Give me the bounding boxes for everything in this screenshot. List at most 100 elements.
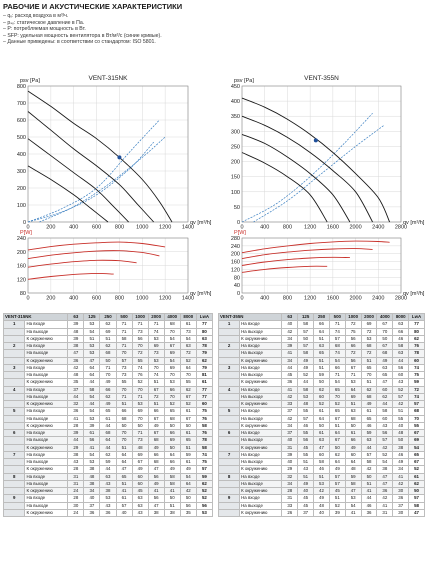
table-mode-cell [2, 370, 26, 380]
table-value-cell: 44 [376, 399, 394, 409]
table-value-cell: 40 [297, 486, 315, 496]
y-tick-label: 300 [231, 129, 240, 135]
table-label-cell: На входе [24, 363, 69, 373]
table-column-header: 63 [67, 312, 85, 322]
table-value-cell: 70 [99, 370, 117, 380]
table-value-cell: 65 [360, 414, 378, 423]
table-value-cell: 37 [83, 501, 101, 510]
table-value-cell: 62 [99, 341, 117, 351]
table-value-cell: 54 [83, 392, 101, 402]
table-value-cell: 53 [83, 320, 101, 329]
table-label-cell: К окружению [24, 399, 69, 409]
table-value-cell: 39 [67, 320, 85, 329]
table-value-cell: 48 [67, 370, 85, 380]
table-value-cell: 60 [376, 414, 394, 423]
table-value-cell: 71 [328, 370, 346, 380]
table-value-cell: 71 [115, 341, 133, 351]
table-value-cell: 75 [408, 370, 425, 380]
table-value-cell: 61 [313, 407, 330, 416]
table-mode-cell: 7 [217, 450, 241, 460]
table-value-cell: 42 [67, 363, 85, 373]
table-value-cell: 49 [147, 421, 165, 431]
y-tick-label: 40 [234, 283, 240, 289]
table-value-cell: 47 [376, 479, 394, 489]
table-value-cell: 68 [408, 407, 425, 416]
table-value-cell: 57 [115, 501, 133, 510]
table-value-cell: 71 [131, 428, 149, 438]
x-tick-label: 2000 [349, 296, 361, 302]
power-curve [27, 250, 160, 260]
table-value-cell: 54 [408, 443, 425, 452]
x-tick-label: 0 [26, 296, 29, 302]
table-label-cell: К окружению [239, 421, 283, 431]
table-value-cell: 38 [163, 508, 181, 518]
table-label-cell: На выходе [239, 436, 283, 445]
table-value-cell: 61 [115, 494, 133, 503]
sfp-curve [39, 136, 166, 223]
y-tick-label: 450 [231, 84, 240, 90]
table-value-cell: 31 [281, 443, 299, 452]
table-value-cell: 54 [163, 334, 181, 344]
table-value-cell: 47 [344, 486, 362, 496]
table-value-cell: 66 [313, 320, 330, 329]
power-curve [27, 272, 114, 280]
table-row: К окружению 24 36 36 40 43 38 38 35 53 [2, 508, 214, 518]
table-value-cell: 58 [313, 457, 330, 467]
table-row: 3 На входе 44 49 51 66 67 65 63 56 74 [217, 363, 425, 373]
chart-title: VENT-355N [304, 75, 339, 82]
table-mode-cell [2, 392, 26, 402]
table-value-cell: 52 [297, 370, 315, 380]
table-value-cell: 30 [392, 508, 410, 518]
table-value-cell: 56 [392, 363, 410, 373]
table-value-cell: 51 [147, 378, 165, 387]
table-value-cell: 48 [313, 501, 330, 510]
table-value-cell: 58 [297, 349, 315, 358]
table-value-cell: 33 [281, 399, 299, 409]
table-value-cell: 69 [163, 363, 181, 373]
table-model-header: VENT-315NK [2, 312, 69, 322]
table-value-cell: 44 [360, 494, 378, 503]
table-label-cell: К окружению [239, 378, 283, 387]
pressure-chart-355n: VENT-355N 0 400 800 1200 1600 2000 2400 2800 0 50 1… [231, 75, 425, 231]
table-value-cell: 44 [281, 363, 299, 373]
table-value-cell: 62 [313, 385, 330, 394]
table-mode-cell [217, 370, 241, 380]
table-value-cell: 60 [313, 392, 330, 402]
table-value-cell: 62 [360, 385, 378, 394]
table-value-cell: 47 [376, 472, 394, 481]
x-tick-label: 1400 [182, 225, 194, 231]
table-value-cell: 67 [179, 414, 197, 423]
table-mode-cell: 5 [217, 407, 241, 416]
x-tick-label: 800 [115, 225, 124, 231]
table-value-cell: 24 [67, 486, 85, 496]
table-mode-cell: 5 [2, 407, 26, 416]
table-value-cell: 49 [328, 465, 346, 474]
table-value-cell: 45 [131, 486, 149, 496]
table-value-cell: 68 [99, 349, 117, 358]
table-value-cell: 51 [297, 472, 315, 481]
y-tick-label: 0 [237, 291, 240, 297]
table-value-cell: 74 [147, 370, 165, 380]
table-value-cell: 28 [67, 465, 85, 474]
y-tick-label: 500 [17, 135, 26, 141]
table-value-cell: 35 [179, 508, 197, 518]
table-value-cell: 67 [147, 385, 165, 394]
table-value-cell: 51 [344, 399, 362, 409]
table-row: На выходе 41 53 61 68 70 67 68 67 76 [2, 414, 214, 423]
table-value-cell: 52 [195, 494, 214, 503]
table-value-cell: 80 [408, 327, 425, 336]
table-value-cell: 78 [195, 436, 214, 445]
table-value-cell: 56 [376, 428, 394, 438]
table-value-cell: 70 [376, 327, 394, 336]
table-value-cell: 34 [281, 334, 299, 344]
x-tick-label: 800 [283, 225, 292, 231]
table-row: 5 На входе 37 55 61 65 63 61 58 51 68 [217, 407, 425, 416]
table-mode-cell [217, 479, 241, 489]
table-value-cell: 68 [344, 414, 362, 423]
table-label-cell: На выходе [24, 370, 69, 380]
table-row: 7 На входе 38 54 62 64 69 66 64 59 74 [2, 450, 214, 460]
table-column-header: 4000 [376, 312, 394, 322]
table-value-cell: 72 [147, 392, 165, 402]
table-column-header: 2000 [360, 312, 378, 322]
table-value-cell: 68 [376, 349, 394, 358]
